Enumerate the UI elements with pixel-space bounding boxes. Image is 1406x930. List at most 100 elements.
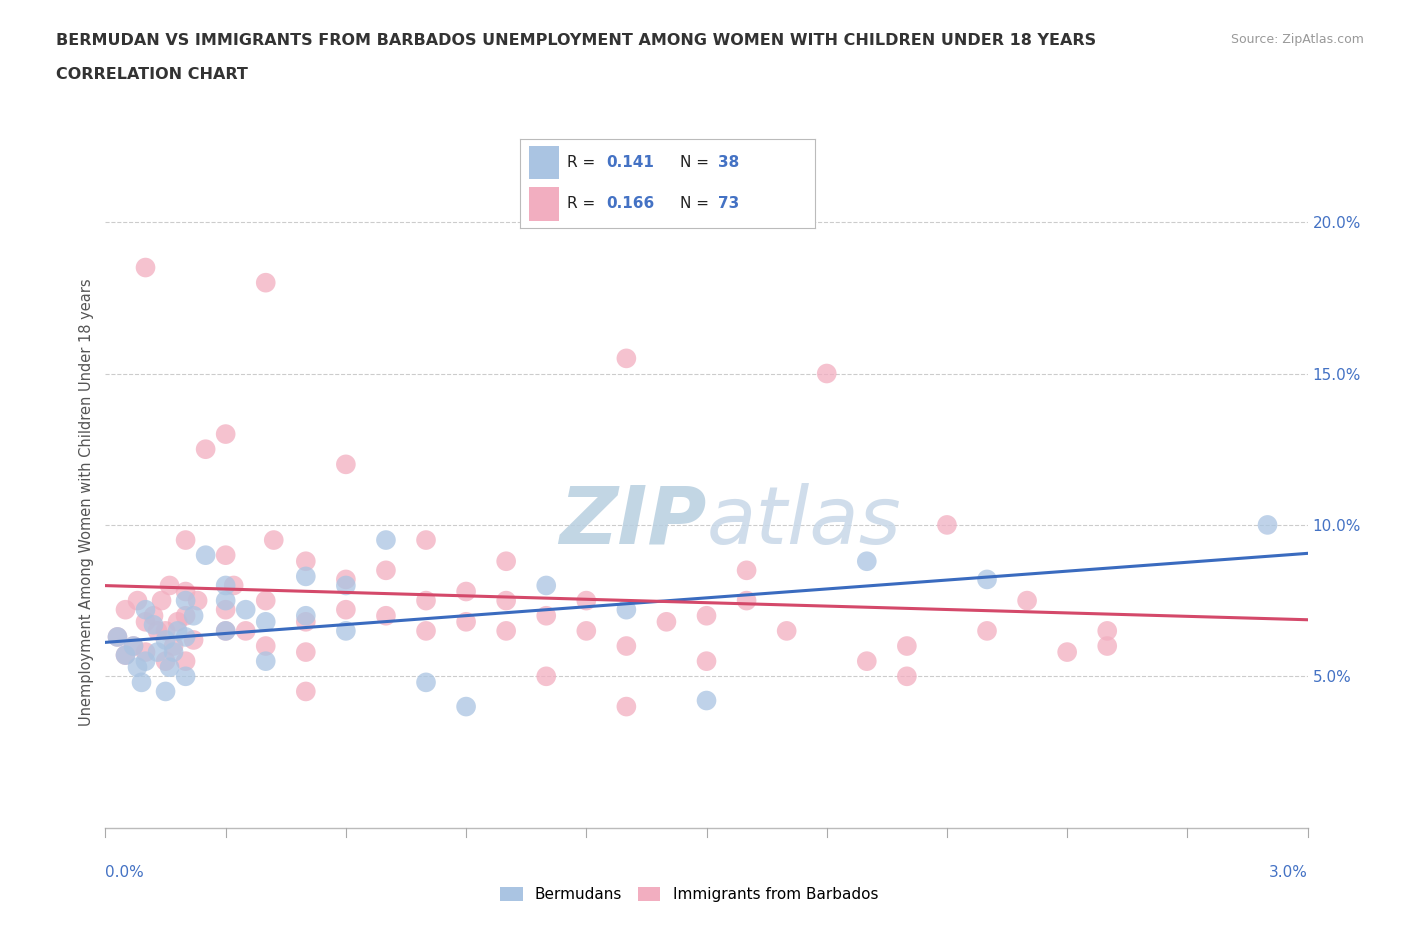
Point bbox=[254, 593, 277, 608]
Point bbox=[159, 659, 181, 674]
Text: R =: R = bbox=[568, 196, 600, 211]
Point bbox=[415, 675, 437, 690]
Point bbox=[214, 623, 236, 638]
Point bbox=[194, 548, 217, 563]
Point bbox=[122, 639, 145, 654]
Point bbox=[214, 578, 236, 593]
Point bbox=[235, 603, 257, 618]
Point bbox=[855, 553, 877, 568]
Text: CORRELATION CHART: CORRELATION CHART bbox=[56, 67, 247, 82]
Point bbox=[655, 615, 678, 630]
Point bbox=[575, 593, 598, 608]
Point bbox=[155, 654, 177, 669]
Point bbox=[135, 654, 157, 669]
Point bbox=[415, 593, 437, 608]
Point bbox=[335, 572, 357, 587]
Point bbox=[114, 603, 136, 618]
Point bbox=[150, 593, 173, 608]
Text: BERMUDAN VS IMMIGRANTS FROM BARBADOS UNEMPLOYMENT AMONG WOMEN WITH CHILDREN UNDE: BERMUDAN VS IMMIGRANTS FROM BARBADOS UNE… bbox=[56, 33, 1097, 47]
Point bbox=[1097, 639, 1119, 654]
Point bbox=[295, 608, 318, 623]
Point bbox=[295, 615, 318, 630]
Point bbox=[454, 615, 477, 630]
Point bbox=[214, 548, 236, 563]
Point bbox=[335, 457, 357, 472]
Point bbox=[214, 603, 236, 618]
Point bbox=[374, 563, 398, 578]
Point bbox=[495, 623, 517, 638]
Text: N =: N = bbox=[679, 196, 713, 211]
Point bbox=[295, 644, 318, 659]
Text: ZIP: ZIP bbox=[560, 483, 707, 561]
Point bbox=[295, 684, 318, 698]
Point bbox=[495, 593, 517, 608]
Point bbox=[616, 603, 638, 618]
Point bbox=[127, 593, 149, 608]
Text: 3.0%: 3.0% bbox=[1268, 865, 1308, 880]
Point bbox=[534, 578, 557, 593]
Point bbox=[735, 563, 758, 578]
Point bbox=[142, 608, 165, 623]
Text: Source: ZipAtlas.com: Source: ZipAtlas.com bbox=[1230, 33, 1364, 46]
Text: R =: R = bbox=[568, 155, 600, 170]
Text: 0.141: 0.141 bbox=[606, 155, 654, 170]
Point bbox=[295, 553, 318, 568]
Point bbox=[107, 630, 129, 644]
Point bbox=[335, 578, 357, 593]
Point bbox=[146, 623, 169, 638]
Point bbox=[976, 623, 998, 638]
Point bbox=[454, 699, 477, 714]
Point bbox=[222, 578, 245, 593]
Point bbox=[896, 639, 918, 654]
Point bbox=[616, 639, 638, 654]
Point bbox=[155, 632, 177, 647]
Point bbox=[162, 639, 184, 654]
Text: N =: N = bbox=[679, 155, 713, 170]
Point bbox=[174, 669, 197, 684]
Bar bbox=[529, 187, 558, 220]
Bar bbox=[529, 146, 558, 179]
Point bbox=[162, 644, 184, 659]
Text: 0.0%: 0.0% bbox=[105, 865, 145, 880]
Point bbox=[214, 593, 236, 608]
Point bbox=[335, 623, 357, 638]
Point bbox=[936, 517, 959, 532]
Point bbox=[616, 351, 638, 365]
Point bbox=[534, 608, 557, 623]
Point bbox=[295, 569, 318, 584]
Point bbox=[131, 675, 153, 690]
Point bbox=[976, 572, 998, 587]
Point bbox=[174, 654, 197, 669]
Point bbox=[135, 260, 157, 275]
Point bbox=[776, 623, 799, 638]
Point bbox=[183, 608, 205, 623]
Point bbox=[254, 275, 277, 290]
Point bbox=[696, 693, 718, 708]
Point bbox=[374, 533, 398, 548]
Text: atlas: atlas bbox=[707, 483, 901, 561]
Y-axis label: Unemployment Among Women with Children Under 18 years: Unemployment Among Women with Children U… bbox=[79, 278, 94, 726]
Point bbox=[174, 630, 197, 644]
Point bbox=[855, 654, 877, 669]
Point bbox=[454, 584, 477, 599]
Point bbox=[815, 366, 838, 381]
Point bbox=[155, 623, 177, 638]
Point bbox=[187, 593, 209, 608]
Point bbox=[263, 533, 285, 548]
Point bbox=[183, 632, 205, 647]
Point bbox=[135, 644, 157, 659]
Point bbox=[155, 684, 177, 698]
Point bbox=[335, 603, 357, 618]
Point bbox=[146, 644, 169, 659]
Point bbox=[696, 608, 718, 623]
Point bbox=[114, 647, 136, 662]
Point bbox=[254, 654, 277, 669]
Point bbox=[122, 639, 145, 654]
Point bbox=[135, 615, 157, 630]
Point bbox=[142, 618, 165, 632]
Text: 0.166: 0.166 bbox=[606, 196, 654, 211]
Point bbox=[254, 615, 277, 630]
Point bbox=[159, 578, 181, 593]
Point bbox=[166, 623, 188, 638]
Text: 38: 38 bbox=[718, 155, 740, 170]
